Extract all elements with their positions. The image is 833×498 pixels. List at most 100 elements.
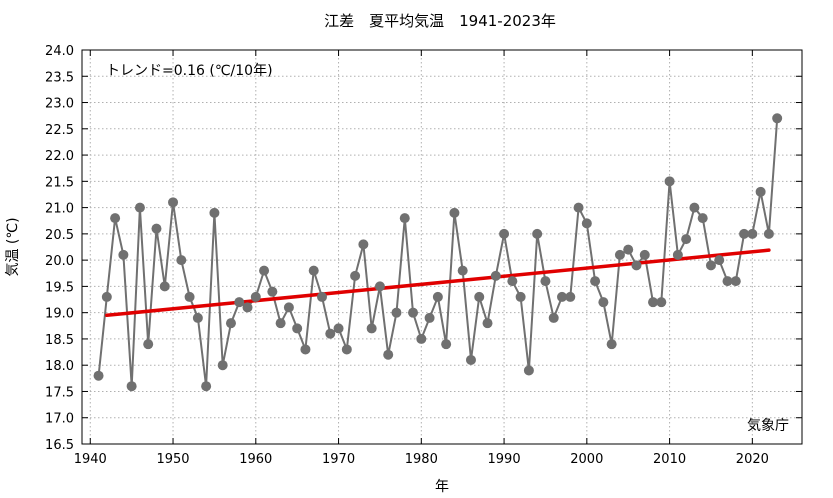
x-tick-label: 1950 [156,452,189,467]
data-point [341,344,352,355]
x-tick-label: 2010 [653,452,686,467]
data-point [714,255,725,266]
data-point [441,339,452,350]
data-point [639,249,650,260]
y-tick-label: 17.5 [45,385,74,400]
data-point [267,286,278,297]
data-point [184,291,195,302]
data-point [490,270,501,281]
data-point [366,323,377,334]
data-point [590,276,601,287]
data-point [300,344,311,355]
y-tick-label: 21.5 [45,175,74,190]
y-tick-label: 22.5 [45,123,74,138]
data-point [565,291,576,302]
y-tick-label: 18.0 [45,359,74,374]
data-point [449,207,460,218]
chart-title: 江差 夏平均気温 1941-2023年 [324,12,556,30]
data-point [515,291,526,302]
data-point [614,249,625,260]
grid-lines [82,50,802,444]
data-point [623,244,634,255]
x-tick-label: 1990 [488,452,521,467]
y-tick-label: 17.0 [45,412,74,427]
data-point [374,281,385,292]
data-point [557,291,567,302]
data-point [217,360,228,371]
data-point [250,291,261,302]
x-tick-label: 1970 [322,452,355,467]
data-point [168,197,179,208]
data-point [457,265,468,276]
data-point [383,349,394,360]
data-point [399,213,410,224]
data-point [581,218,592,229]
y-tick-label: 23.0 [45,97,74,112]
data-point [672,249,683,260]
data-point [689,202,700,213]
y-tick-label: 19.5 [45,280,74,295]
y-tick-label: 22.0 [45,149,74,164]
data-point [648,297,659,308]
data-point [474,291,485,302]
x-tick-label: 1940 [74,452,107,467]
trend-label: トレンド=0.16 (℃/10年) [106,63,273,79]
data-point [118,249,129,260]
data-point [573,202,584,213]
y-tick-label: 19.0 [45,307,74,322]
data-point [631,260,642,271]
data-point [523,365,534,376]
data-point [432,291,443,302]
data-point [532,228,543,239]
data-point [225,318,236,329]
x-tick-label: 2020 [736,452,769,467]
x-tick-label: 1960 [239,452,272,467]
data-point [259,265,270,276]
data-point [606,339,617,350]
y-tick-label: 24.0 [45,44,74,59]
y-tick-label: 16.5 [45,438,74,453]
data-point [242,302,253,313]
data-point [159,281,170,292]
data-point [747,228,758,239]
data-points [93,113,783,392]
axis-ticks [82,49,802,445]
data-point [275,318,286,329]
data-point [416,333,427,344]
y-axis-tick-labels: 16.5 17.0 17.5 18.0 18.5 19.0 19.5 20.0 20.5 21.0… [45,44,74,453]
data-point [176,255,187,266]
data-point [697,213,708,224]
trend-line [105,248,771,318]
data-point [681,234,692,245]
data-point [134,202,145,213]
data-point [192,312,203,323]
data-point [93,370,104,381]
data-point [763,228,774,239]
plot-area [81,49,803,445]
data-point [755,186,766,197]
data-point [292,323,303,334]
data-point [408,307,419,318]
data-point [151,223,162,234]
y-axis-label: 気温 (℃) [5,217,21,276]
data-point [209,207,220,218]
data-point [656,297,667,308]
data-point [548,312,559,323]
data-point [664,176,675,187]
data-point [482,318,493,329]
data-point [283,302,294,313]
x-tick-label: 1980 [405,452,438,467]
data-point [234,297,245,308]
data-point [201,381,212,392]
y-tick-label: 23.5 [45,70,74,85]
data-point [540,276,551,287]
data-point [325,328,336,339]
data-point [772,113,783,124]
data-point [126,381,137,392]
y-tick-label: 18.5 [45,333,74,348]
data-point [739,228,750,239]
data-point [358,239,369,250]
data-point [350,270,361,281]
data-point [424,312,435,323]
data-point [143,339,154,350]
